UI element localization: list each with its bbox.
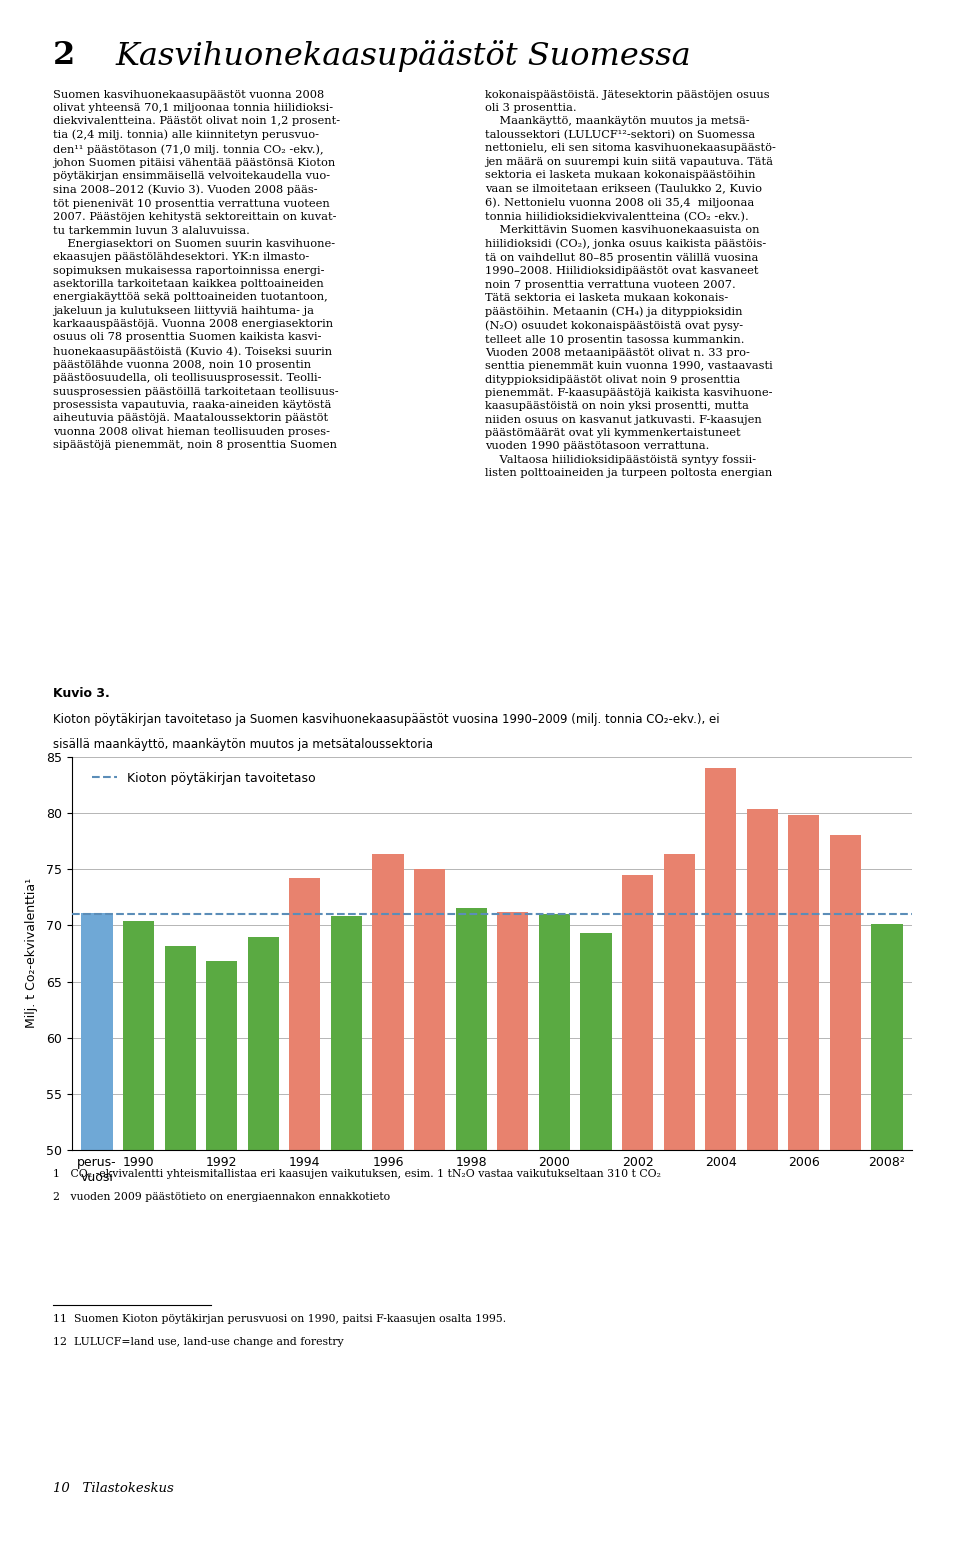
Bar <box>456 908 487 1544</box>
Bar <box>248 937 279 1544</box>
Text: kokonaispäästöistä. Jätesektorin päästöjen osuus
oli 3 prosenttia.
    Maankäytt: kokonaispäästöistä. Jätesektorin päästöj… <box>485 90 776 479</box>
Text: sisällä maankäyttö, maankäytön muutos ja metsätaloussektoria: sisällä maankäyttö, maankäytön muutos ja… <box>53 738 433 750</box>
Text: 2   vuoden 2009 päästötieto on energiaennakon ennakkotieto: 2 vuoden 2009 päästötieto on energiaenna… <box>53 1192 390 1201</box>
Bar <box>663 854 695 1544</box>
Bar <box>622 874 653 1544</box>
Bar <box>372 854 403 1544</box>
Bar <box>414 869 445 1544</box>
Bar <box>747 809 778 1544</box>
Text: 10   Tilastokeskus: 10 Tilastokeskus <box>53 1482 174 1495</box>
Text: Kioton pöytäkirjan tavoitetaso ja Suomen kasvihuonekaasupäästöt vuosina 1990–200: Kioton pöytäkirjan tavoitetaso ja Suomen… <box>53 713 719 726</box>
Bar <box>331 916 362 1544</box>
Bar <box>829 835 861 1544</box>
Bar <box>289 879 321 1544</box>
Text: 2: 2 <box>53 40 75 71</box>
Bar <box>164 945 196 1544</box>
Text: Kasvihuonekaasupäästöt Suomessa: Kasvihuonekaasupäästöt Suomessa <box>115 40 691 73</box>
Text: Kuvio 3.: Kuvio 3. <box>53 687 109 699</box>
Bar <box>581 933 612 1544</box>
Text: 11  Suomen Kioton pöytäkirjan perusvuosi on 1990, paitsi F-kaasujen osalta 1995.: 11 Suomen Kioton pöytäkirjan perusvuosi … <box>53 1314 506 1323</box>
Text: 12  LULUCF=land use, land-use change and forestry: 12 LULUCF=land use, land-use change and … <box>53 1337 344 1346</box>
Bar <box>206 962 237 1544</box>
Bar <box>497 913 528 1544</box>
Bar <box>123 920 155 1544</box>
Y-axis label: Milj. t Co₂-ekvivalenttia¹: Milj. t Co₂-ekvivalenttia¹ <box>25 879 38 1028</box>
Bar <box>705 767 736 1544</box>
Legend: Kioton pöytäkirjan tavoitetaso: Kioton pöytäkirjan tavoitetaso <box>86 767 321 789</box>
Bar <box>788 815 820 1544</box>
Text: 1   CO₂ -ekvivalentti yhteismitallistaa eri kaasujen vaikutuksen, esim. 1 tN₂O v: 1 CO₂ -ekvivalentti yhteismitallistaa er… <box>53 1169 660 1178</box>
Bar <box>82 913 112 1544</box>
Bar <box>872 925 902 1544</box>
Bar <box>539 914 570 1544</box>
Text: Suomen kasvihuonekaasupäästöt vuonna 2008
olivat yhteensä 70,1 miljoonaa tonnia : Suomen kasvihuonekaasupäästöt vuonna 200… <box>53 90 340 451</box>
